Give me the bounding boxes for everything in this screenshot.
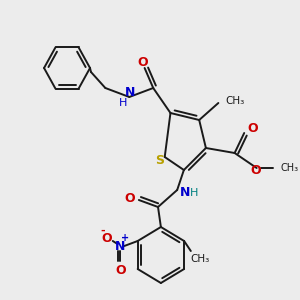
Text: S: S	[155, 154, 164, 166]
Text: O: O	[137, 56, 148, 70]
Text: O: O	[247, 122, 258, 136]
Text: H: H	[190, 188, 199, 198]
Text: CH₃: CH₃	[191, 254, 210, 264]
Text: O: O	[115, 265, 126, 278]
Text: +: +	[121, 233, 129, 243]
Text: N: N	[180, 187, 190, 200]
Text: O: O	[102, 232, 112, 244]
Text: -: -	[100, 226, 104, 236]
Text: O: O	[250, 164, 261, 178]
Text: O: O	[124, 191, 135, 205]
Text: H: H	[119, 98, 128, 108]
Text: N: N	[115, 239, 126, 253]
Text: CH₃: CH₃	[280, 163, 299, 173]
Text: CH₃: CH₃	[225, 96, 244, 106]
Text: N: N	[125, 85, 135, 98]
